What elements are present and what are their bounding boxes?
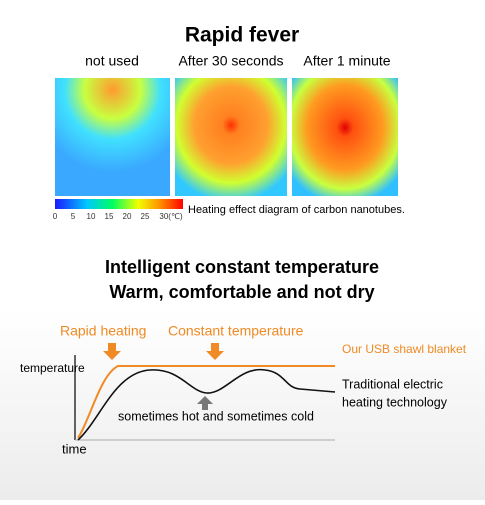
scale-label: 0 <box>53 212 58 221</box>
scale-label: 15 <box>105 212 114 221</box>
traditional-curve <box>77 368 336 441</box>
color-scale <box>55 199 183 209</box>
caption: After 1 minute <box>303 53 390 69</box>
label: Traditional electric <box>342 377 443 391</box>
scale-label: 20 <box>123 212 132 221</box>
heading: Warm, comfortable and not dry <box>109 282 374 302</box>
axis-label: time <box>62 441 87 456</box>
scale-label: 30(℃) <box>159 212 183 221</box>
arrow <box>197 396 213 410</box>
arrow <box>206 343 224 360</box>
diagram-background <box>0 310 485 500</box>
label: Our USB shawl blanket <box>342 342 467 356</box>
usb-curve <box>77 365 335 439</box>
scale-label: 10 <box>87 212 96 221</box>
thermal-image <box>175 78 287 196</box>
label: Constant temperature <box>168 323 304 339</box>
label: sometimes hot and sometimes cold <box>118 409 314 423</box>
arrow <box>103 343 121 360</box>
scale-label: 5 <box>71 212 76 221</box>
caption: After 30 seconds <box>178 53 283 69</box>
thermal-image <box>292 78 398 196</box>
heading: Intelligent constant temperature <box>105 257 379 277</box>
title: Rapid fever <box>185 24 299 47</box>
label: heating technology <box>342 395 448 409</box>
thermal-image <box>55 78 170 196</box>
scale-caption: Heating effect diagram of carbon nanotub… <box>188 204 405 216</box>
caption: not used <box>85 53 139 69</box>
scale-label: 25 <box>141 212 150 221</box>
label: Rapid heating <box>60 323 146 339</box>
axis-label: temperature <box>20 361 85 375</box>
